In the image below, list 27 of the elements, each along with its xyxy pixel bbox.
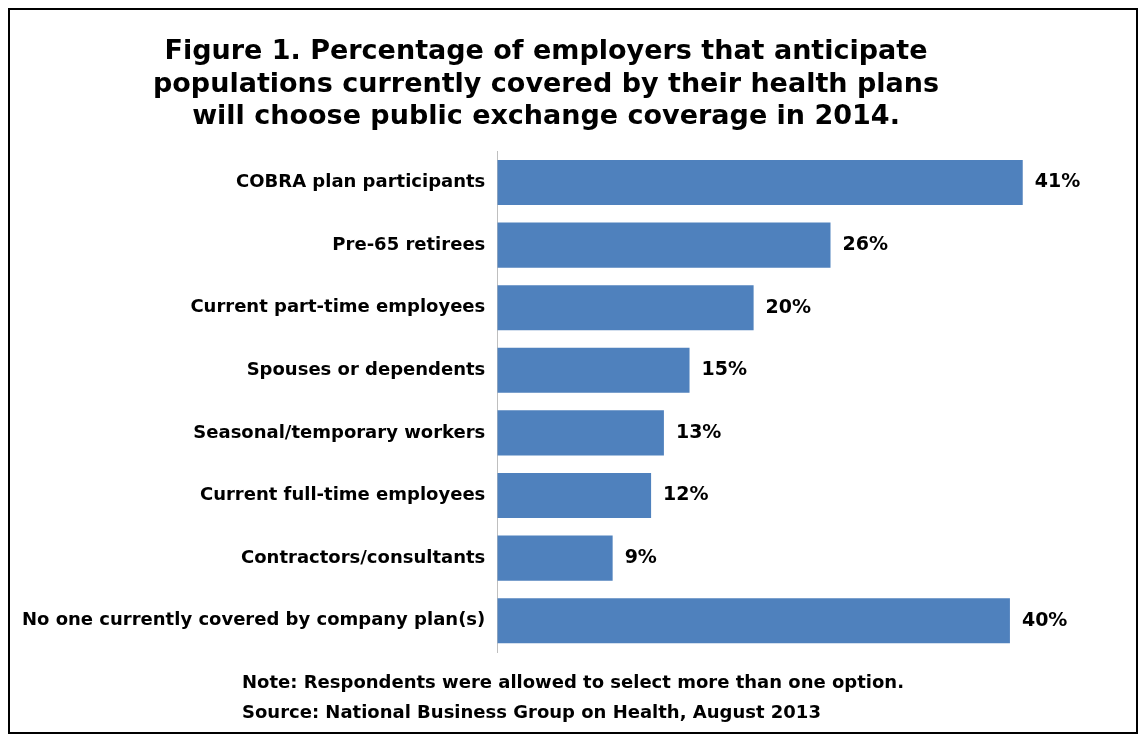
data-label: 41%: [1034, 169, 1081, 192]
y-tick-label: Current part-time employees: [190, 295, 486, 317]
bar: [497, 222, 831, 268]
bar: [497, 410, 664, 456]
bar: [497, 347, 690, 393]
y-tick-label: Spouses or dependents: [246, 357, 486, 379]
bar: [497, 598, 1010, 644]
source-note: Source: National Business Group on Health, August 2013: [242, 701, 821, 722]
data-label: 15%: [701, 357, 748, 380]
data-label: 26%: [842, 232, 888, 255]
y-tick-label: Pre-65 retirees: [332, 232, 486, 254]
data-label: 40%: [1021, 607, 1068, 630]
y-tick-label: No one currently covered by company plan(s): [21, 608, 486, 630]
data-label: 12%: [663, 482, 709, 505]
bar: [497, 472, 652, 519]
y-tick-label: Seasonal/temporary workers: [193, 420, 486, 442]
data-label: 20%: [765, 294, 812, 317]
text: Note: Respondents were allowed to select more than one option.: [242, 671, 904, 692]
y-tick-label: Contractors/consultants: [241, 545, 486, 567]
data-label: 9%: [624, 545, 657, 568]
chart-title: Figure 1. Percentage of employers that anticipate populations currently covered by their health plans will choose public exchange coverage in 2014.: [152, 34, 940, 131]
bar: [497, 535, 613, 581]
y-tick-label: Current full-time employees: [199, 483, 486, 505]
data-label: 13%: [675, 419, 722, 442]
bar: [497, 159, 1023, 206]
y-tick-label: COBRA plan participants: [236, 170, 486, 192]
bar: [497, 285, 754, 331]
